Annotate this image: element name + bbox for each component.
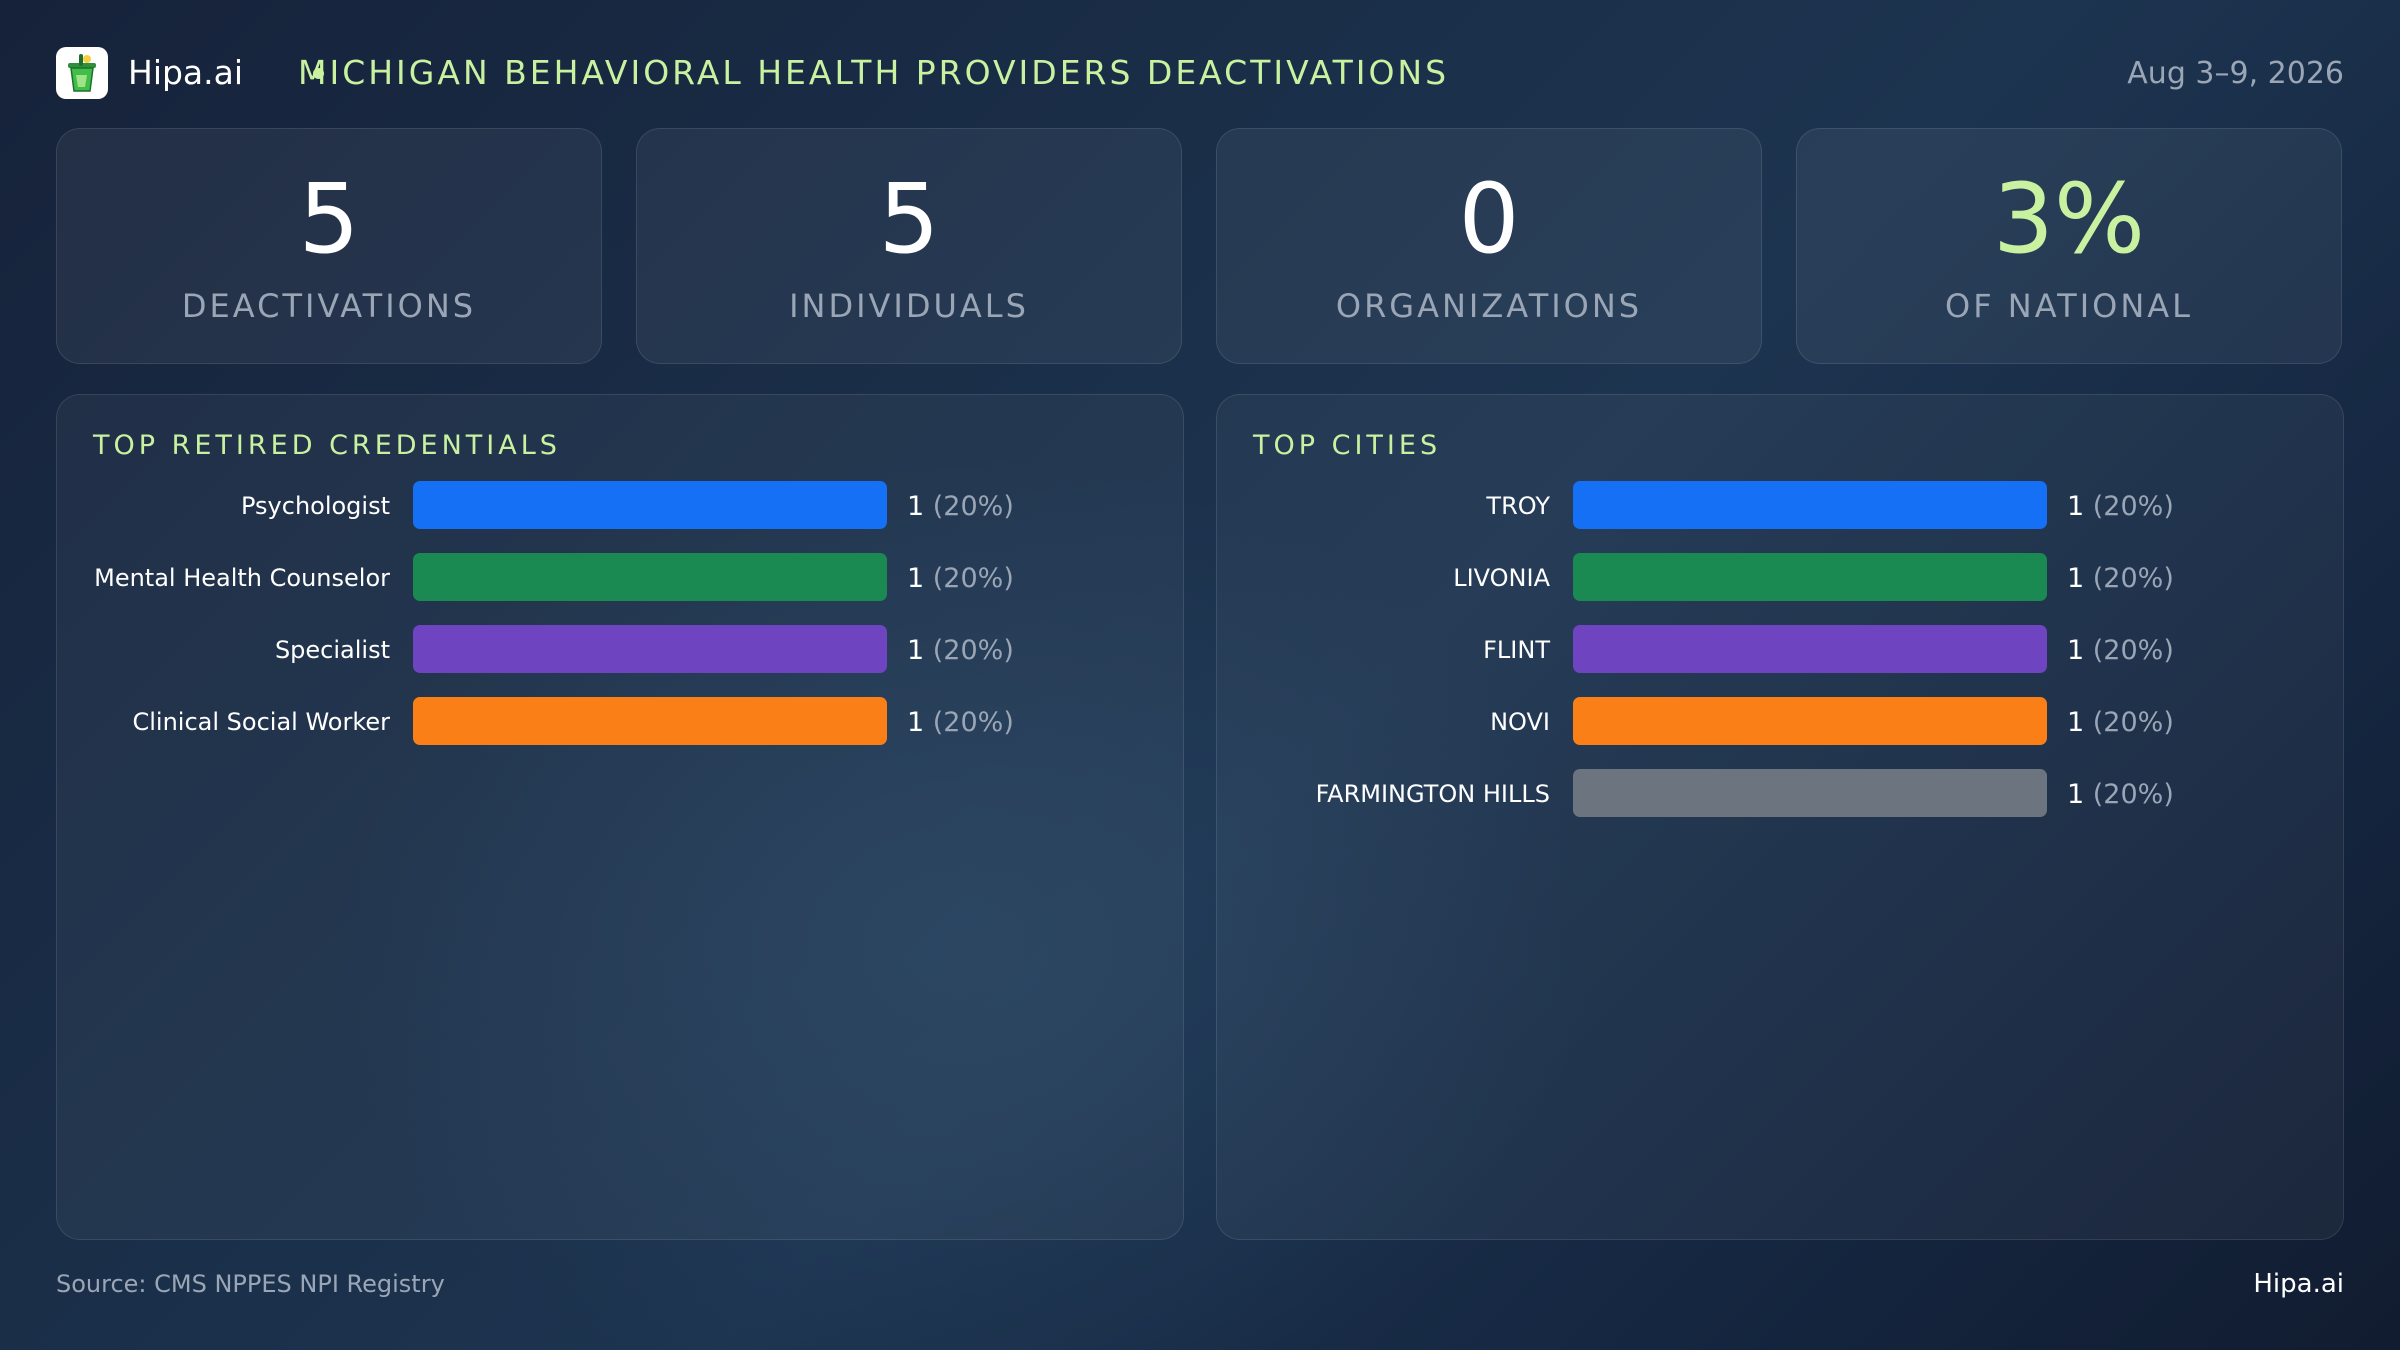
bar-value-label: 1 (20%)	[2067, 635, 2174, 666]
bar	[1573, 481, 2047, 529]
bar-category-label: Psychologist	[241, 492, 390, 520]
cities-panel: TOP CITIES TROY 1 (20%) LIVONIA 1 (20%) FLIN…	[1216, 394, 2344, 1240]
stat-label: OF NATIONAL	[1945, 287, 2193, 325]
bar-value-label: 1 (20%)	[907, 635, 1014, 666]
bar-category-label: LIVONIA	[1453, 564, 1550, 592]
bar-category-label: Specialist	[275, 636, 390, 664]
separator-dot	[313, 68, 324, 79]
stat-value: 0	[1458, 163, 1520, 275]
bar-category-label: FARMINGTON HILLS	[1316, 780, 1550, 808]
bar	[1573, 769, 2047, 817]
bar-category-label: NOVI	[1490, 708, 1550, 736]
bar-value-label: 1 (20%)	[907, 563, 1014, 594]
stat-card-individuals: 5 INDIVIDUALS	[636, 128, 1182, 364]
bar-value-label: 1 (20%)	[907, 707, 1014, 738]
bar	[1573, 553, 2047, 601]
bar-value-label: 1 (20%)	[2067, 707, 2174, 738]
header: Hipa.ai MICHIGAN BEHAVIORAL HEALTH PROVI…	[56, 47, 2344, 101]
bar-category-label: TROY	[1485, 492, 1550, 520]
bar	[413, 481, 887, 529]
bar	[1573, 625, 2047, 673]
brand-name: Hipa.ai	[128, 53, 244, 92]
panel-title: TOP RETIRED CREDENTIALS	[93, 430, 561, 461]
bar	[1573, 697, 2047, 745]
bar-category-label: Mental Health Counselor	[94, 564, 390, 592]
panel-title: TOP CITIES	[1253, 430, 1442, 461]
stat-card-deactivations: 5 DEACTIVATIONS	[56, 128, 602, 364]
page-title: MICHIGAN BEHAVIORAL HEALTH PROVIDERS DEA…	[298, 53, 1450, 92]
bar-value-label: 1 (20%)	[2067, 779, 2174, 810]
bar-value-label: 1 (20%)	[907, 491, 1014, 522]
bar	[413, 625, 887, 673]
stat-value: 5	[878, 163, 940, 275]
footer-brand: Hipa.ai	[2253, 1269, 2344, 1299]
date-range: Aug 3–9, 2026	[2127, 56, 2344, 91]
cities-bar-chart: TROY 1 (20%) LIVONIA 1 (20%) FLINT 1 (20%) NOV…	[1316, 481, 2174, 817]
bar	[413, 553, 887, 601]
stat-value: 5	[298, 163, 360, 275]
stat-label: ORGANIZATIONS	[1335, 287, 1643, 325]
bar-category-label: FLINT	[1483, 636, 1550, 664]
stat-card-national-share: 3% OF NATIONAL	[1796, 128, 2342, 364]
bar-category-label: Clinical Social Worker	[132, 708, 390, 736]
bar	[413, 697, 887, 745]
logo	[56, 47, 108, 99]
bar-value-label: 1 (20%)	[2067, 491, 2174, 522]
stat-label: DEACTIVATIONS	[181, 287, 477, 325]
logo-cup-icon	[68, 54, 96, 92]
stat-card-organizations: 0 ORGANIZATIONS	[1216, 128, 1762, 364]
bar-value-label: 1 (20%)	[2067, 563, 2174, 594]
stat-label: INDIVIDUALS	[789, 287, 1029, 325]
credentials-bar-chart: Psychologist 1 (20%) Mental Health Counsel…	[94, 481, 1014, 745]
footer-source: Source: CMS NPPES NPI Registry	[56, 1270, 445, 1298]
stat-value: 3%	[1992, 163, 2146, 275]
credentials-panel: TOP RETIRED CREDENTIALS Psychologist 1 (2…	[56, 394, 1184, 1240]
